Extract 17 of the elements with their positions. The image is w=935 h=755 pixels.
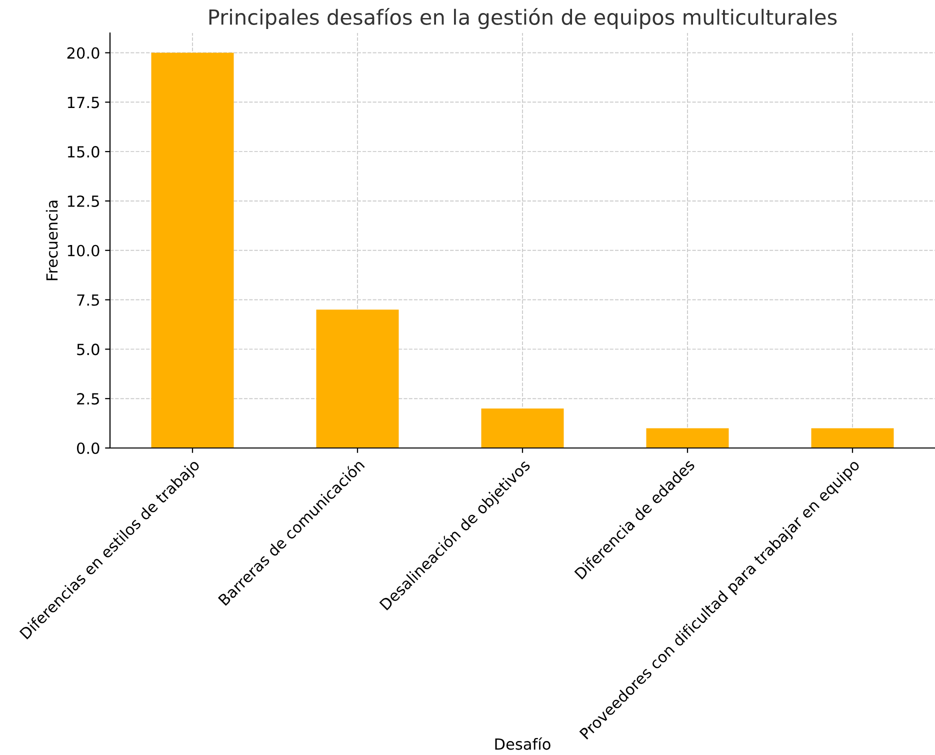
bar: [811, 428, 894, 448]
x-axis-title: Desafío: [495, 737, 550, 750]
chart-title: Principales desafíos en la gestión de equipos multiculturales: [209, 8, 837, 29]
y-tick-label: 20.0: [67, 47, 100, 59]
y-tick-label: 7.5: [77, 294, 99, 306]
bar: [151, 52, 234, 448]
y-tick-label: 12.5: [68, 195, 99, 207]
y-tick-label: 2.5: [77, 393, 99, 405]
bar: [481, 408, 564, 448]
y-axis-title: Frecuencia: [46, 200, 58, 280]
bar: [316, 310, 399, 448]
bar: [646, 428, 729, 448]
y-tick-label: 5.0: [77, 344, 100, 356]
y-tick-label: 17.5: [68, 96, 99, 108]
y-tick-label: 0.0: [76, 442, 100, 454]
y-tick-label: 10.0: [68, 244, 100, 256]
y-tick-label: 15.0: [68, 146, 100, 158]
